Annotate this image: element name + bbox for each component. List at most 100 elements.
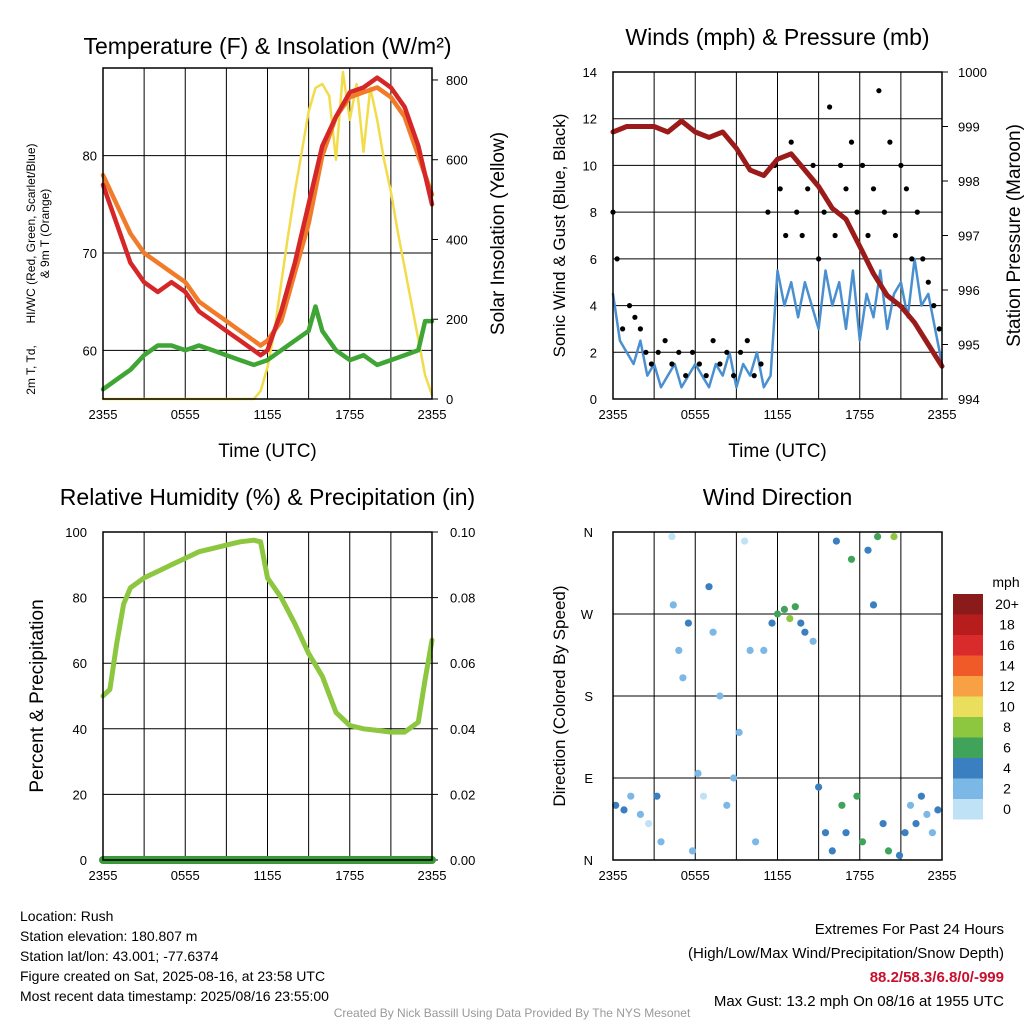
x-tick-label: 1755 <box>335 868 364 883</box>
direction-point <box>760 646 768 655</box>
legend-label: 12 <box>999 678 1015 694</box>
y-tick-label: 0 <box>590 392 597 407</box>
y-tick-label: 60 <box>83 343 97 358</box>
direction-point <box>895 851 904 860</box>
y-tick-label: 100 <box>65 525 87 540</box>
gust-point <box>887 139 893 145</box>
series-line-sonic-wind <box>611 257 944 389</box>
y-tick-label: 40 <box>73 722 87 737</box>
series-line-2m-t <box>100 75 435 358</box>
gust-point <box>758 361 764 367</box>
direction-point <box>705 583 713 591</box>
y2-tick-label: 0.10 <box>450 525 475 540</box>
y-tick-label: 60 <box>73 656 87 671</box>
direction-point <box>864 546 872 554</box>
y-tick-label: W <box>581 607 594 622</box>
direction-point <box>928 829 937 837</box>
gust-point <box>843 186 849 192</box>
direction-point <box>768 619 776 627</box>
y-tick-label: 4 <box>590 299 597 314</box>
direction-point <box>668 533 676 541</box>
gust-point <box>936 326 942 332</box>
created-text: Figure created on Sat, 2025-08-16, at 23… <box>20 968 326 984</box>
gust-point <box>876 88 882 94</box>
chart-title: Temperature (F) & Insolation (W/m²) <box>83 33 451 59</box>
gust-point <box>731 373 737 379</box>
legend-swatch <box>953 655 983 676</box>
direction-point <box>627 792 635 800</box>
credit-text: Created By Nick Bassill Using Data Provi… <box>333 1006 691 1020</box>
latlon-text: Station lat/lon: 43.001; -77.6374 <box>20 948 219 964</box>
gust-point <box>637 326 644 332</box>
legend-label: 16 <box>999 637 1015 653</box>
gust-point <box>854 209 860 215</box>
chart-title: Relative Humidity (%) & Precipitation (i… <box>60 484 475 510</box>
direction-point <box>716 692 724 700</box>
direction-point <box>890 533 898 541</box>
direction-point <box>874 533 882 541</box>
direction-point <box>858 838 867 846</box>
direction-point <box>780 605 789 614</box>
y-axis-label: Sonic Wind & Gust (Blue, Black) <box>550 114 569 358</box>
y-tick-label: 10 <box>583 158 597 173</box>
direction-point <box>684 619 693 627</box>
gust-point <box>931 303 937 309</box>
x-tick-label: 1755 <box>335 407 364 422</box>
gust-point <box>859 162 866 168</box>
direction-point <box>832 537 841 545</box>
x-tick-label: 1155 <box>254 407 282 422</box>
direction-point <box>821 829 830 837</box>
x-tick-label: 0555 <box>681 868 710 883</box>
gust-point <box>737 349 744 355</box>
y-tick-label: 14 <box>583 65 597 80</box>
gust-point <box>816 256 822 262</box>
x-tick-label: 2355 <box>418 868 447 883</box>
legend-label: 20+ <box>995 596 1019 612</box>
legend-swatch <box>953 594 983 615</box>
gust-point <box>788 139 794 145</box>
max-gust-text: Max Gust: 13.2 mph On 08/16 at 1955 UTC <box>713 993 1004 1010</box>
direction-point <box>773 610 782 618</box>
y2-tick-label: 800 <box>446 73 468 88</box>
direction-point <box>838 801 846 809</box>
gust-point <box>898 162 904 168</box>
direction-point <box>709 628 717 636</box>
y2-tick-label: 996 <box>958 283 980 298</box>
x-tick-label: 1755 <box>845 868 874 883</box>
legend-label: 6 <box>1003 740 1011 756</box>
y2-tick-label: 600 <box>446 153 468 168</box>
gust-point <box>848 139 855 145</box>
direction-point <box>735 728 743 737</box>
y-tick-label: 20 <box>73 787 87 802</box>
gust-point <box>810 162 816 168</box>
x-axis-label: Time (UTC) <box>218 441 317 462</box>
y2-axis-label: Station Pressure (Maroon) <box>1004 124 1024 347</box>
x-tick-label: 2355 <box>418 407 447 422</box>
series-line-9m-t <box>100 85 435 348</box>
y-tick-label: N <box>584 853 593 868</box>
direction-point <box>853 792 861 800</box>
direction-point <box>786 615 794 623</box>
gust-point <box>710 338 716 344</box>
y-axis-label-line0: 2m T, Td, <box>24 345 38 395</box>
direction-point <box>730 774 738 782</box>
gust-point <box>724 349 730 355</box>
direction-point <box>675 646 683 655</box>
y-tick-label: 0 <box>80 853 87 868</box>
gust-point <box>717 361 723 367</box>
x-tick-label: 1155 <box>764 407 792 422</box>
gust-point <box>643 349 649 355</box>
x-tick-label: 2355 <box>928 407 957 422</box>
gust-point <box>881 209 888 215</box>
gust-point <box>925 279 931 285</box>
direction-point <box>679 674 687 682</box>
direction-point <box>815 783 823 791</box>
y2-tick-label: 0.04 <box>450 722 475 737</box>
y2-tick-label: 0.08 <box>450 591 475 606</box>
y-tick-label: 70 <box>83 246 97 261</box>
plot-frame <box>102 67 433 400</box>
legend-label: 4 <box>1003 760 1011 776</box>
gust-point <box>794 209 800 215</box>
extremes-subtitle: (High/Low/Max Wind/Precipitation/Snow De… <box>688 945 1004 962</box>
legend-swatch <box>953 614 983 635</box>
